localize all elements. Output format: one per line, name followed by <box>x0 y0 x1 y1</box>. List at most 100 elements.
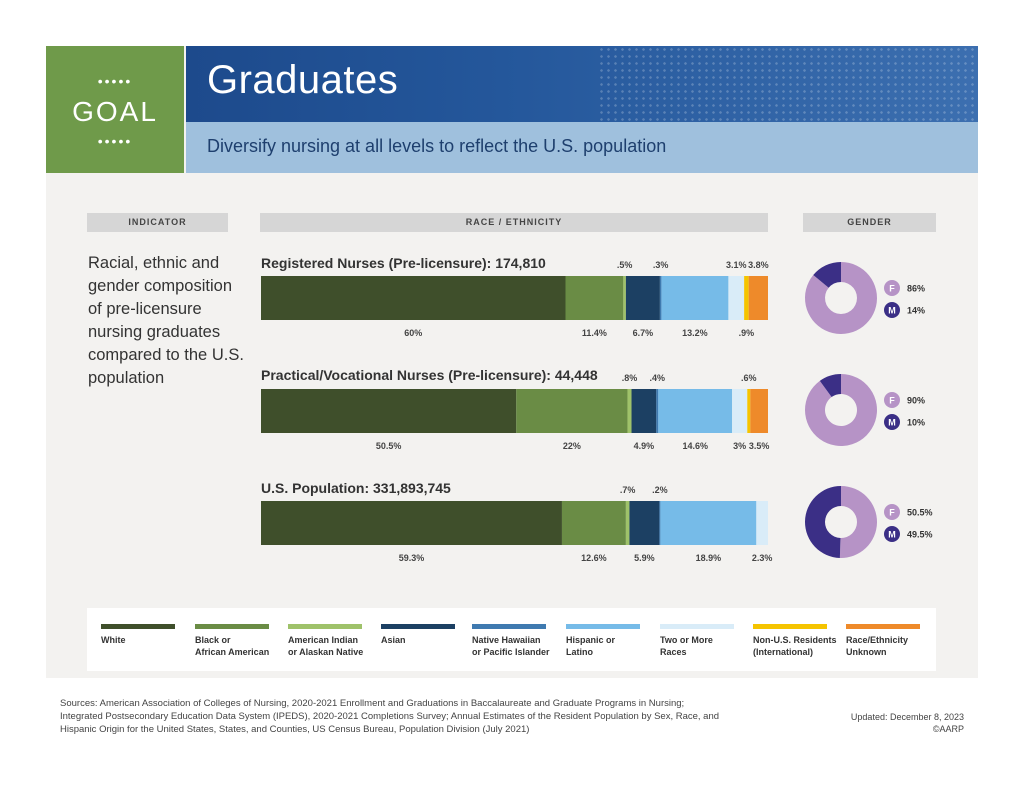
gender-column-header: GENDER <box>803 213 936 232</box>
bar-segment-hispanic-or-latino <box>660 501 757 545</box>
legend-label-line: Hispanic or <box>566 635 616 645</box>
legend-swatch-non-u-s-residents-international <box>753 624 827 629</box>
goal-dots-bottom: ••••• <box>97 133 133 149</box>
bar-segment-native-hawaiian-or-pacific-islander <box>659 276 662 320</box>
male-badge <box>884 302 900 318</box>
legend-label-non-u-s-residents-international: Non-U.S. Residents (International) <box>753 634 837 658</box>
bar-value-label: 4.9% <box>634 441 655 451</box>
bar-value-label: 18.9% <box>696 553 722 563</box>
legend-label-line: Latino <box>566 647 593 657</box>
legend-label-white: White <box>101 634 126 646</box>
donut-slice-female <box>805 374 877 447</box>
donut-slice-male <box>819 374 841 398</box>
legend-label-american-indian-or-alaskan-native: American Indian or Alaskan Native <box>288 634 363 658</box>
bar-value-label: .8% <box>622 373 638 383</box>
bar-segment-race-ethnicity-unknown <box>748 276 768 320</box>
goal-box: ••••• GOAL ••••• <box>46 46 184 173</box>
female-badge-letter: F <box>889 508 895 518</box>
legend-swatch-asian <box>381 624 455 629</box>
bar-segment-native-hawaiian-or-pacific-islander <box>659 501 661 545</box>
legend-swatch-hispanic-or-latino <box>566 624 640 629</box>
goal-label: GOAL <box>72 96 158 127</box>
bar-value-label: 60% <box>404 328 422 338</box>
bar-segment-white <box>261 276 566 320</box>
legend-swatch-native-hawaiian-or-pacific-islander <box>472 624 546 629</box>
bar-value-label: 3.8% <box>748 260 769 270</box>
updated-note: Updated: December 8, 2023 ©AARP <box>851 711 964 735</box>
legend-label-line: Unknown <box>846 647 887 657</box>
bar-segment-hispanic-or-latino <box>658 389 733 433</box>
donut-slice-female <box>839 486 877 559</box>
bar-value-label: 2.3% <box>752 553 773 563</box>
bar-value-label: 13.2% <box>682 328 708 338</box>
bar-value-label: 12.6% <box>581 553 607 563</box>
bar-segment-black-or-african-american <box>516 389 628 433</box>
updated-date: Updated: December 8, 2023 <box>850 712 964 722</box>
legend-swatch-two-or-more-races <box>660 624 734 629</box>
male-percent: 10% <box>907 418 925 428</box>
female-percent: 50.5% <box>907 508 933 518</box>
female-badge-letter: F <box>889 396 895 406</box>
female-badge <box>884 280 900 296</box>
bar-segment-hispanic-or-latino <box>661 276 729 320</box>
bar-value-label: .9% <box>739 328 755 338</box>
bar-value-label: .6% <box>741 373 757 383</box>
subtitle-band <box>186 122 978 173</box>
female-badge <box>884 392 900 408</box>
bar-value-label: 59.3% <box>399 553 425 563</box>
legend-swatch-american-indian-or-alaskan-native <box>288 624 362 629</box>
legend-label-line: White <box>101 635 126 645</box>
bar-segment-white <box>261 389 517 433</box>
bar-segment-race-ethnicity-unknown <box>750 389 768 433</box>
legend-label-native-hawaiian-or-pacific-islander: Native Hawaiian or Pacific Islander <box>472 634 550 658</box>
sources-note: Sources: American Association of College… <box>60 698 720 735</box>
bar-segment-two-or-more-races <box>756 501 768 545</box>
legend <box>87 608 936 671</box>
male-badge-letter: M <box>888 418 896 428</box>
female-percent: 86% <box>907 284 925 294</box>
bar-segment-non-u-s-residents-international <box>747 389 751 433</box>
legend-label-line: Races <box>660 647 687 657</box>
legend-label-line: Two or More <box>660 635 713 645</box>
legend-label-line: Non-U.S. Residents <box>753 635 837 645</box>
bar-value-label: 14.6% <box>682 441 708 451</box>
bar-segment-american-indian-or-alaskan-native <box>623 276 626 320</box>
donut-slice-male <box>804 486 841 558</box>
bar-segment-asian <box>625 276 660 320</box>
male-percent: 49.5% <box>907 530 933 540</box>
bar-segment-white <box>261 501 562 545</box>
male-percent: 14% <box>907 306 925 316</box>
indicator-description: Racial, ethnic and gender composition of… <box>88 254 244 387</box>
legend-label-line: Race/Ethnicity <box>846 635 909 645</box>
bar-segment-black-or-african-american <box>561 501 626 545</box>
legend-label-line: (International) <box>753 647 813 657</box>
goal-dots-top: ••••• <box>97 73 133 89</box>
female-badge-letter: F <box>889 284 895 294</box>
male-badge <box>884 414 900 430</box>
legend-label-asian: Asian <box>381 634 406 646</box>
legend-label-race-ethnicity-unknown: Race/Ethnicity Unknown <box>846 634 908 658</box>
bar-segment-two-or-more-races <box>728 276 745 320</box>
bar-value-label: .3% <box>653 260 669 270</box>
legend-label-line: Black or <box>195 635 231 645</box>
legend-label-line: Native Hawaiian <box>472 635 541 645</box>
legend-label-line: African American <box>195 647 270 657</box>
legend-label-line: or Pacific Islander <box>472 647 550 657</box>
bar-value-label: 3.1% <box>726 260 747 270</box>
indicator-column-header: INDICATOR <box>87 213 228 232</box>
bar-segment-native-hawaiian-or-pacific-islander <box>656 389 659 433</box>
bar-value-label: 6.7% <box>633 328 654 338</box>
rn-bar-title: Registered Nurses (Pre-licensure): 174,8… <box>261 255 546 271</box>
bar-segment-asian <box>631 389 657 433</box>
male-badge-letter: M <box>888 306 896 316</box>
bar-segment-american-indian-or-alaskan-native <box>625 501 630 545</box>
bar-value-label: .4% <box>650 373 666 383</box>
bar-value-label: .7% <box>620 485 636 495</box>
pvn-bar-title: Practical/Vocational Nurses (Pre-licensu… <box>261 367 598 383</box>
bar-value-label: 3.5% <box>749 441 770 451</box>
race-column-header: RACE / ETHNICITY <box>260 213 768 232</box>
legend-label-black-or-african-american: Black or African American <box>195 634 269 658</box>
bar-value-label: 22% <box>563 441 581 451</box>
donut-slice-male <box>813 262 841 288</box>
